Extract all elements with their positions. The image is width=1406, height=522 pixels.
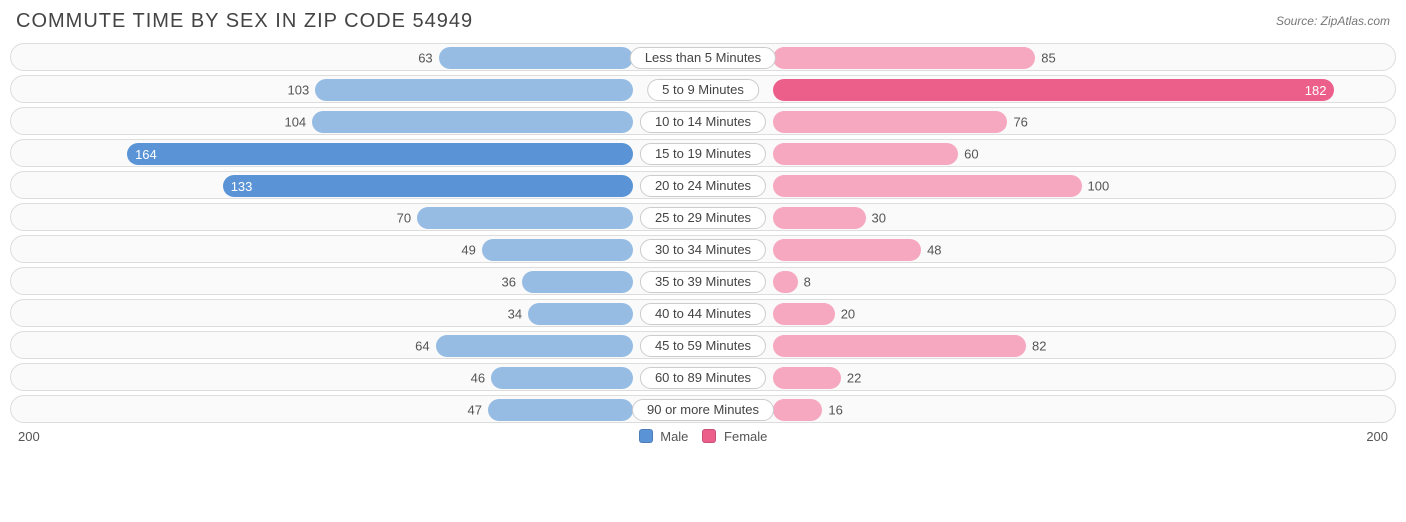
bar-value-label: 49 <box>461 243 481 258</box>
bar-value-label: 36 <box>501 275 521 290</box>
bar-value-label: 22 <box>841 371 861 386</box>
legend-swatch-male <box>639 429 653 443</box>
bar-value-label: 85 <box>1035 51 1055 66</box>
category-label: 30 to 34 Minutes <box>640 239 766 261</box>
chart-row: 34 20 40 to 44 Minutes <box>10 299 1396 327</box>
category-label: 25 to 29 Minutes <box>640 207 766 229</box>
bar-female: 100 <box>773 175 1082 197</box>
bar-female: 182 <box>773 79 1334 101</box>
chart-row: 64 82 45 to 59 Minutes <box>10 331 1396 359</box>
bar-female: 85 <box>773 47 1035 69</box>
legend-label-male: Male <box>660 429 688 444</box>
bar-female: 8 <box>773 271 798 293</box>
bar-male: 133 <box>223 175 633 197</box>
chart-row: 6385Less than 5 Minutes <box>10 43 1396 71</box>
chart-row: 133 100 20 to 24 Minutes <box>10 171 1396 199</box>
bar-female: 20 <box>773 303 835 325</box>
bar-value-label: 104 <box>284 115 312 130</box>
bar-value-label: 133 <box>231 179 253 194</box>
bar-female: 22 <box>773 367 841 389</box>
chart-row: 103 182 5 to 9 Minutes <box>10 75 1396 103</box>
bar-male: 49 <box>482 239 633 261</box>
bar-male: 104 <box>312 111 633 133</box>
bar-value-label: 164 <box>135 147 157 162</box>
category-label: 40 to 44 Minutes <box>640 303 766 325</box>
legend-swatch-female <box>702 429 716 443</box>
legend: Male Female <box>639 429 768 444</box>
category-label: 90 or more Minutes <box>632 399 774 421</box>
bar-female: 82 <box>773 335 1026 357</box>
bar-value-label: 63 <box>418 51 438 66</box>
bar-male: 47 <box>488 399 633 421</box>
bar-value-label: 76 <box>1007 115 1027 130</box>
bar-value-label: 60 <box>958 147 978 162</box>
axis-left-label: 200 <box>18 429 40 444</box>
bar-female: 76 <box>773 111 1007 133</box>
chart-row: 49 48 30 to 34 Minutes <box>10 235 1396 263</box>
bar-value-label: 100 <box>1082 179 1110 194</box>
category-label: 15 to 19 Minutes <box>640 143 766 165</box>
bar-male: 64 <box>436 335 633 357</box>
category-label: Less than 5 Minutes <box>630 47 776 69</box>
bar-female: 30 <box>773 207 866 229</box>
category-label: 45 to 59 Minutes <box>640 335 766 357</box>
axis-right-label: 200 <box>1366 429 1388 444</box>
chart-row: 164 60 15 to 19 Minutes <box>10 139 1396 167</box>
bar-value-label: 64 <box>415 339 435 354</box>
category-label: 35 to 39 Minutes <box>640 271 766 293</box>
chart-row: 36 8 35 to 39 Minutes <box>10 267 1396 295</box>
chart-row: 46 22 60 to 89 Minutes <box>10 363 1396 391</box>
bar-value-label: 47 <box>468 403 488 418</box>
bar-male: 70 <box>417 207 633 229</box>
bar-male: 63 <box>439 47 633 69</box>
category-label: 5 to 9 Minutes <box>647 79 759 101</box>
chart-title: COMMUTE TIME BY SEX IN ZIP CODE 54949 <box>16 10 473 33</box>
chart-container: COMMUTE TIME BY SEX IN ZIP CODE 54949 So… <box>0 0 1406 452</box>
chart-row: 104 76 10 to 14 Minutes <box>10 107 1396 135</box>
category-label: 10 to 14 Minutes <box>640 111 766 133</box>
bar-value-label: 34 <box>508 307 528 322</box>
chart-footer: 200 Male Female 200 <box>10 423 1396 446</box>
chart-source: Source: ZipAtlas.com <box>1276 10 1390 28</box>
bar-value-label: 8 <box>798 275 811 290</box>
bar-male: 34 <box>528 303 633 325</box>
bar-value-label: 182 <box>1305 83 1327 98</box>
bar-male: 164 <box>127 143 633 165</box>
bar-male: 103 <box>315 79 633 101</box>
bar-value-label: 70 <box>397 211 417 226</box>
chart-rows: 6385Less than 5 Minutes1031825 to 9 Minu… <box>10 43 1396 423</box>
bar-male: 46 <box>491 367 633 389</box>
category-label: 60 to 89 Minutes <box>640 367 766 389</box>
chart-header: COMMUTE TIME BY SEX IN ZIP CODE 54949 So… <box>10 6 1396 43</box>
bar-male: 36 <box>522 271 633 293</box>
bar-value-label: 20 <box>835 307 855 322</box>
legend-label-female: Female <box>724 429 767 444</box>
bar-value-label: 103 <box>288 83 316 98</box>
chart-row: 471690 or more Minutes <box>10 395 1396 423</box>
legend-item-female: Female <box>702 429 767 444</box>
bar-female: 16 <box>773 399 822 421</box>
bar-value-label: 30 <box>866 211 886 226</box>
category-label: 20 to 24 Minutes <box>640 175 766 197</box>
bar-value-label: 46 <box>471 371 491 386</box>
bar-value-label: 82 <box>1026 339 1046 354</box>
bar-female: 60 <box>773 143 958 165</box>
chart-row: 70 30 25 to 29 Minutes <box>10 203 1396 231</box>
bar-female: 48 <box>773 239 921 261</box>
bar-value-label: 16 <box>822 403 842 418</box>
bar-value-label: 48 <box>921 243 941 258</box>
legend-item-male: Male <box>639 429 689 444</box>
